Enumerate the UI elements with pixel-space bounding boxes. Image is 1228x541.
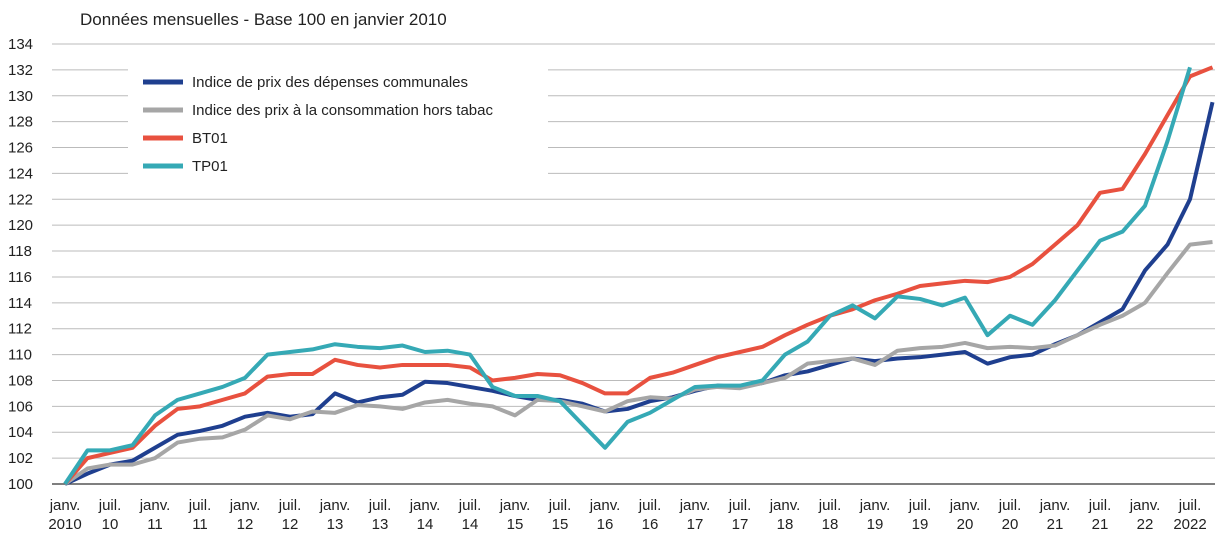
y-tick-label: 126 <box>8 140 33 157</box>
y-tick-label: 114 <box>8 295 32 312</box>
x-tick-label: janv. 18 <box>769 497 801 533</box>
y-tick-label: 104 <box>8 424 33 441</box>
y-tick-label: 100 <box>8 476 33 493</box>
x-tick-label: janv. 2010 <box>48 497 82 533</box>
series-line <box>63 65 1214 486</box>
x-tick-label: juil. 16 <box>638 497 662 533</box>
legend: Indice de prix des dépenses communales In… <box>128 62 548 180</box>
x-tick-label: juil. 17 <box>728 497 752 533</box>
x-tick-label: juil. 10 <box>98 497 122 533</box>
legend-label: Indice de prix des dépenses communales <box>192 74 468 91</box>
x-tick-label: janv. 22 <box>1129 497 1161 533</box>
x-tick-label: juil. 13 <box>368 497 392 533</box>
y-tick-label: 116 <box>8 269 32 286</box>
y-tick-label: 108 <box>8 372 33 389</box>
y-tick-label: 110 <box>8 347 32 364</box>
x-tick-label: janv. 17 <box>679 497 711 533</box>
series-line <box>64 101 1215 486</box>
legend-label: BT01 <box>192 130 228 147</box>
series-line <box>63 66 1192 486</box>
x-tick-label: janv. 15 <box>499 497 531 533</box>
chart-title: Données mensuelles - Base 100 en janvier… <box>80 10 447 29</box>
y-tick-label: 120 <box>8 217 33 234</box>
x-tick-label: juil. 2022 <box>1173 497 1207 533</box>
y-tick-label: 102 <box>8 450 33 467</box>
y-tick-label: 122 <box>8 191 33 208</box>
y-tick-label: 134 <box>8 36 33 53</box>
y-tick-label: 112 <box>8 321 32 338</box>
x-tick-label: juil. 18 <box>818 497 842 533</box>
x-tick-label: janv. 11 <box>139 497 171 533</box>
x-tick-label: juil. 21 <box>1088 497 1112 533</box>
x-tick-label: janv. 21 <box>1039 497 1071 533</box>
series-line <box>63 240 1213 486</box>
x-tick-label: juil. 20 <box>998 497 1022 533</box>
x-tick-label: janv. 13 <box>319 497 351 533</box>
x-tick-label: juil. 15 <box>548 497 572 533</box>
x-tick-label: janv. 14 <box>409 497 441 533</box>
x-tick-label: janv. 16 <box>589 497 621 533</box>
x-tick-label: juil. 14 <box>458 497 482 533</box>
y-tick-label: 118 <box>8 243 32 260</box>
x-tick-label: janv. 20 <box>949 497 981 533</box>
y-tick-label: 132 <box>8 62 33 79</box>
legend-label: Indice des prix à la consommation hors t… <box>192 102 493 119</box>
x-tick-label: janv. 12 <box>229 497 261 533</box>
x-tick-label: janv. 19 <box>859 497 891 533</box>
y-tick-label: 130 <box>8 88 33 105</box>
y-tick-label: 124 <box>8 165 33 182</box>
x-tick-label: juil. 11 <box>188 497 212 533</box>
y-tick-label: 106 <box>8 398 33 415</box>
y-tick-label: 128 <box>8 114 33 131</box>
x-tick-label: juil. 19 <box>908 497 932 533</box>
x-tick-label: juil. 12 <box>278 497 302 533</box>
legend-label: TP01 <box>192 158 228 175</box>
legend-box <box>128 62 548 180</box>
